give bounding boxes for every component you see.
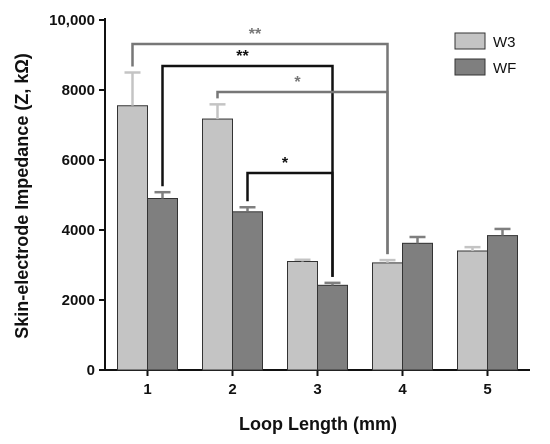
y-axis-title: Skin-electrode Impedance (Z, kΩ) <box>12 53 32 339</box>
bar-w3 <box>117 105 148 371</box>
significance-bracket <box>246 171 334 277</box>
x-tick-label: 3 <box>313 381 321 398</box>
y-tick-label: 2000 <box>62 292 95 309</box>
significance-label: * <box>294 74 301 91</box>
y-tick-label: 0 <box>87 362 95 379</box>
bar-wf <box>317 284 348 371</box>
x-tick-label: 1 <box>143 381 151 398</box>
legend-swatch-w3 <box>454 32 486 50</box>
bar-w3 <box>372 262 403 371</box>
legend-label-wf: WF <box>493 60 516 77</box>
x-tick-label: 4 <box>398 381 407 398</box>
x-tick-label: 5 <box>483 381 491 398</box>
y-tick-label: 10,000 <box>49 12 95 29</box>
bar-w3 <box>202 118 233 371</box>
bar-w3 <box>457 250 488 371</box>
bar-wf <box>232 211 263 371</box>
x-tick-label: 2 <box>228 381 236 398</box>
bar-w3 <box>287 261 318 371</box>
significance-label: ** <box>249 26 262 43</box>
significance-bracket <box>161 64 334 277</box>
significance-bracket <box>216 90 389 255</box>
legend-swatch-wf <box>454 58 486 76</box>
y-tick-label: 8000 <box>62 82 95 99</box>
bar-wf <box>402 242 433 371</box>
bar-wf <box>487 235 518 371</box>
bar-wf <box>147 198 178 371</box>
x-axis-title: Loop Length (mm) <box>239 414 397 434</box>
y-tick-label: 6000 <box>62 152 95 169</box>
significance-label: * <box>282 155 289 172</box>
significance-label: ** <box>236 48 249 65</box>
y-tick-label: 4000 <box>62 222 95 239</box>
legend-label-w3: W3 <box>493 34 516 51</box>
